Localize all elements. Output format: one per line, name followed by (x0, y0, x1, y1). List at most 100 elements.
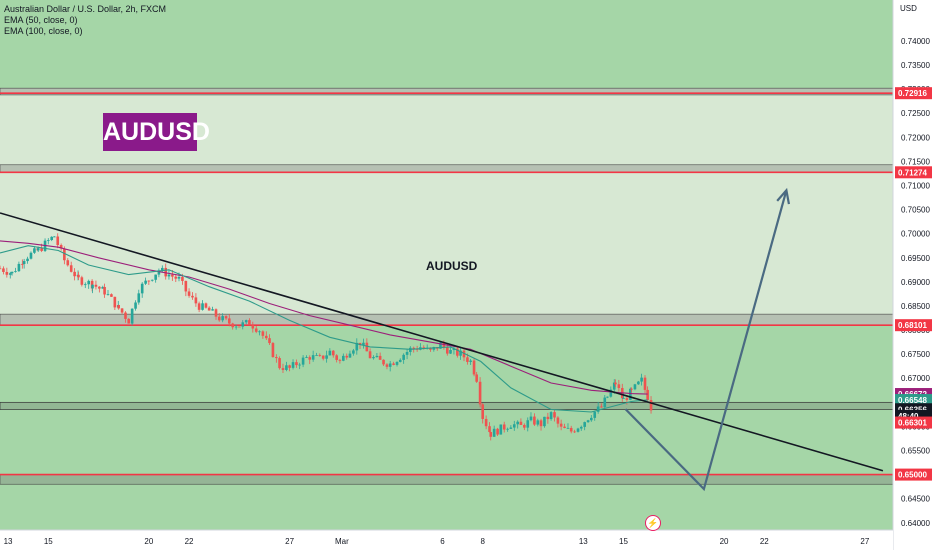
y-tick-label-17: 0.65500 (901, 447, 930, 456)
candle (526, 420, 530, 428)
candle (637, 381, 640, 385)
candle (234, 326, 238, 328)
lightning-icon[interactable]: ⚡ (645, 515, 661, 531)
price-axis (893, 0, 932, 550)
candle (395, 361, 399, 365)
candle (318, 355, 322, 356)
candle (261, 331, 265, 336)
x-tick-label-0: 13 (4, 537, 13, 546)
candle (160, 267, 164, 271)
x-tick-label-10: 20 (720, 537, 729, 546)
audusd-badge: AUDUSD (103, 113, 210, 151)
candle (355, 342, 359, 351)
candle (606, 396, 609, 398)
candle (596, 406, 600, 412)
candle (402, 354, 405, 360)
indicator-ema100[interactable]: EMA (100, close, 0) (4, 26, 83, 36)
level-tag-0 (895, 87, 932, 100)
level-tag-label-0: 0.72916 (898, 89, 927, 98)
x-tick-label-11: 22 (760, 537, 769, 546)
candle (646, 389, 649, 401)
candle (566, 427, 570, 429)
candle (101, 286, 105, 289)
candle (600, 406, 603, 408)
projection-path (624, 190, 788, 492)
candle (372, 357, 375, 359)
candle (63, 248, 66, 261)
x-tick-label-4: 27 (285, 537, 294, 546)
y-tick-label-6: 0.71000 (901, 182, 930, 191)
candle (478, 381, 482, 405)
symbol-title[interactable]: Australian Dollar / U.S. Dollar, 2h, FXC… (4, 4, 167, 14)
candle (17, 263, 21, 272)
candle (50, 236, 53, 241)
candle (640, 377, 643, 382)
candle (590, 417, 593, 421)
candle (439, 342, 442, 349)
candle (69, 265, 73, 272)
candle (429, 347, 432, 350)
candle (315, 355, 318, 356)
candle (191, 295, 194, 298)
indicator-ema50[interactable]: EMA (50, close, 0) (4, 15, 78, 25)
candle (338, 359, 342, 361)
candle (456, 348, 459, 356)
candle (301, 357, 305, 365)
candle (408, 347, 412, 352)
candle (194, 297, 198, 304)
candle (362, 342, 365, 345)
candle (130, 308, 134, 324)
candle (36, 248, 40, 251)
candle (171, 274, 174, 277)
x-tick-label-5: Mar (335, 537, 349, 546)
y-tick-label-14: 0.67000 (901, 374, 930, 383)
ema100-line (0, 240, 648, 395)
candle (549, 412, 553, 420)
candle (187, 291, 191, 296)
candle (365, 342, 369, 352)
candle (556, 417, 560, 424)
candle (181, 276, 184, 281)
y-tick-label-4: 0.72000 (901, 133, 930, 142)
candle (120, 308, 124, 313)
candle (46, 240, 50, 241)
candle (157, 270, 161, 275)
y-tick-label-1: 0.73500 (901, 61, 930, 70)
candle (52, 236, 56, 238)
candle (278, 358, 281, 369)
price-tag-1 (895, 394, 932, 407)
y-tick-label-9: 0.69500 (901, 254, 930, 263)
candle (22, 261, 26, 264)
candle (305, 357, 308, 358)
candle (348, 353, 352, 358)
candle (137, 293, 141, 303)
candle (59, 245, 63, 249)
candle (26, 258, 29, 262)
candle (106, 294, 110, 296)
candle (576, 428, 580, 432)
x-tick-label-1: 15 (44, 537, 53, 546)
candle (33, 248, 36, 253)
candle (241, 322, 245, 327)
candle (496, 428, 499, 435)
candle (499, 424, 503, 435)
x-tick-label-12: 27 (860, 537, 869, 546)
candle (14, 271, 17, 272)
x-tick-label-9: 15 (619, 537, 628, 546)
candle (529, 416, 533, 421)
x-tick-label-6: 6 (440, 537, 445, 546)
candle (258, 331, 261, 333)
candle (110, 294, 113, 297)
candle (539, 420, 543, 427)
candle (375, 355, 379, 358)
candle (342, 355, 345, 361)
candle (90, 280, 94, 289)
candle (579, 426, 583, 429)
candle (630, 388, 633, 390)
candle (368, 351, 372, 359)
candle (214, 309, 218, 317)
candle (488, 426, 491, 433)
candle (536, 420, 540, 425)
